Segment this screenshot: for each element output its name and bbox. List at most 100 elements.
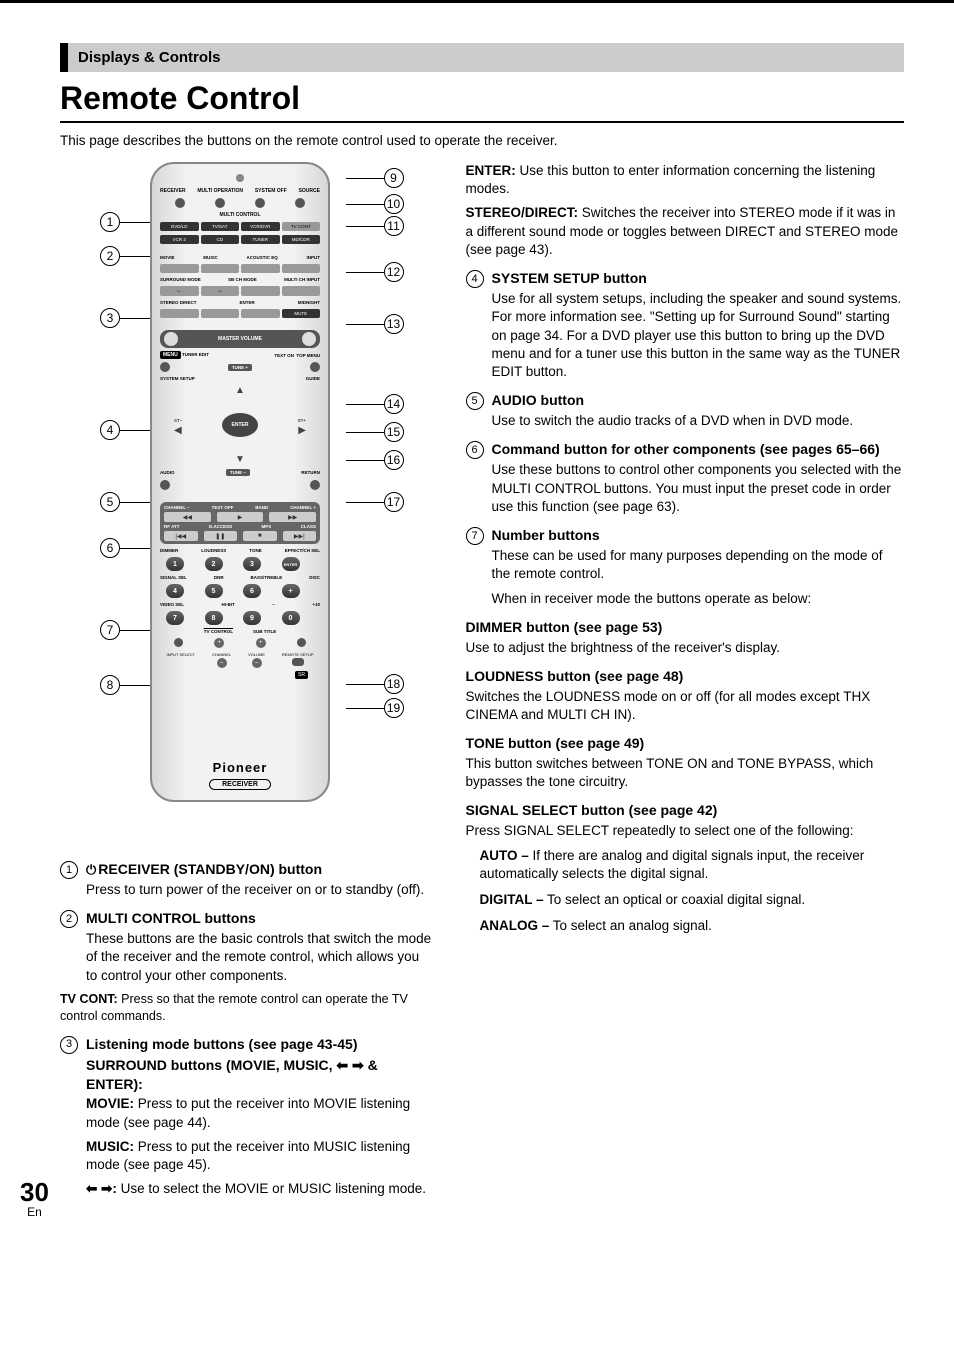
callout-16: 16	[346, 450, 404, 470]
left-description-list: 1RECEIVER (STANDBY/ON) buttonPress to tu…	[60, 860, 434, 1199]
tv-control-row: + +	[160, 638, 320, 648]
label-subtitle: SUB TITLE	[253, 629, 276, 634]
sub-heading: SURROUND buttons (MOVIE, MUSIC, ⬅ ➡ & EN…	[86, 1056, 434, 1094]
desc-item-4: 4SYSTEM SETUP buttonUse for all system s…	[466, 269, 904, 381]
remote-diagram: 12345678 910111213141516171819 RECEIVER …	[60, 162, 434, 842]
desc-item-3: 3Listening mode buttons (see page 43-45)…	[60, 1035, 434, 1199]
desc-item-1: 1RECEIVER (STANDBY/ON) buttonPress to tu…	[60, 860, 434, 899]
manual-page: Displays & Controls Remote Control This …	[0, 0, 954, 1249]
btn-tvcont: TV CONT	[282, 222, 321, 231]
label-multicontrol: MULTI CONTROL	[219, 212, 260, 218]
callout-13: 13	[346, 314, 404, 334]
paragraph: Use to adjust the brightness of the rece…	[466, 639, 904, 657]
sub-section: DIMMER button (see page 53) Use to adjust…	[466, 618, 904, 657]
callout-9: 9	[346, 168, 404, 188]
paragraph: This button switches between TONE ON and…	[466, 755, 904, 791]
paragraph: Use these buttons to control other compo…	[492, 461, 904, 516]
callout-17: 17	[346, 492, 404, 512]
label-midnight: MIDNIGHT	[298, 300, 320, 305]
intro-text: This page describes the buttons on the r…	[60, 133, 904, 148]
callout-15: 15	[346, 422, 404, 442]
label-enter: ENTER	[240, 300, 255, 305]
item-title: RECEIVER (STANDBY/ON) button	[86, 860, 322, 879]
btn-dvdld: DVD/LD	[160, 222, 199, 231]
btn-mdcdr: MD/CDR	[282, 235, 321, 244]
transport-block: CHANNEL – TEXT OFF BAND CHANNEL + ◀◀▶▶▶ …	[160, 502, 320, 544]
btn-mute: MUTE	[282, 309, 321, 318]
label-sbch: SB CH MODE	[228, 277, 257, 282]
paragraph: Switches the LOUDNESS mode on or off (fo…	[466, 688, 904, 724]
desc-item-6: 6Command button for other components (se…	[466, 440, 904, 516]
item-title: MULTI CONTROL buttons	[86, 909, 256, 928]
item-title: SYSTEM SETUP button	[492, 269, 647, 288]
content-columns: 12345678 910111213141516171819 RECEIVER …	[60, 162, 904, 1209]
paragraph: MUSIC: Press to put the receiver into MU…	[86, 1138, 434, 1174]
paragraph: These can be used for many purposes depe…	[492, 547, 904, 583]
page-title: Remote Control	[60, 80, 904, 117]
label-input: INPUT	[306, 255, 320, 260]
item-title: Command button for other components (see…	[492, 440, 880, 459]
item-title: Listening mode buttons (see page 43-45)	[86, 1035, 358, 1054]
paragraph: Press to turn power of the receiver on o…	[86, 881, 434, 899]
paragraph: Use for all system setups, including the…	[492, 290, 904, 381]
remote-receiver-label: RECEIVER	[209, 779, 271, 790]
paragraph: Press SIGNAL SELECT repeatedly to select…	[466, 822, 904, 840]
callout-10: 10	[346, 194, 404, 214]
label-receiver: RECEIVER	[160, 188, 186, 194]
sub-heading: LOUDNESS button (see page 48)	[466, 667, 904, 686]
callout-19: 19	[346, 698, 404, 718]
btn-vcr2: VCR 2	[160, 235, 199, 244]
callout-18: 18	[346, 674, 404, 694]
label-movie: MOVIE	[160, 255, 175, 260]
page-number: 30 En	[20, 1179, 49, 1219]
remote-illustration: RECEIVER MULTI OPERATION SYSTEM OFF SOUR…	[150, 162, 330, 802]
nav-pad: ▲ ▼ ST–◀ ST+▶ ENTER	[160, 385, 320, 465]
label-sysoff: SYSTEM OFF	[255, 188, 287, 194]
label-surround: SURROUND MODE	[160, 277, 201, 282]
master-volume: MASTER VOLUME	[160, 330, 320, 348]
section-header: Displays & Controls	[60, 43, 904, 72]
btn-tvsat: TV/SAT	[201, 222, 240, 231]
number-pad: 123ENTER	[160, 557, 320, 571]
callout-11: 11	[346, 216, 404, 236]
left-column: 12345678 910111213141516171819 RECEIVER …	[60, 162, 434, 1209]
label-multich: MULTI CH INPUT	[284, 277, 320, 282]
paragraph: MOVIE: Press to put the receiver into MO…	[86, 1095, 434, 1131]
callout-12: 12	[346, 262, 404, 282]
label-multi-op: MULTI OPERATION	[197, 188, 243, 194]
btn-tuner: TUNER	[241, 235, 280, 244]
label-tvcontrol: TV CONTROL	[204, 629, 233, 634]
sub-section: SIGNAL SELECT button (see page 42) Press …	[466, 801, 904, 935]
sub-heading: SIGNAL SELECT button (see page 42)	[466, 801, 904, 820]
right-description-list: ENTER: Use this button to enter informat…	[466, 162, 904, 1209]
paragraph: ⬅ ➡: Use to select the MOVIE or MUSIC li…	[86, 1180, 434, 1198]
desc-item-5: 5AUDIO buttonUse to switch the audio tra…	[466, 391, 904, 430]
continuation: ENTER: Use this button to enter informat…	[466, 162, 904, 259]
paragraph: When in receiver mode the buttons operat…	[492, 590, 904, 608]
brand-logo: Pioneer	[213, 760, 268, 775]
power-icon	[86, 861, 98, 877]
item-title: Number buttons	[492, 526, 600, 545]
callout-14: 14	[346, 394, 404, 414]
sub-section: LOUDNESS button (see page 48) Switches th…	[466, 667, 904, 724]
label-music: MUSIC	[203, 255, 218, 260]
item-title: AUDIO button	[492, 391, 585, 410]
sub-section: TONE button (see page 49) This button swi…	[466, 734, 904, 791]
label-stereo: STEREO DIRECT	[160, 300, 197, 305]
label-eq: ACOUSTIC EQ	[246, 255, 277, 260]
label-source: SOURCE	[299, 188, 320, 194]
paragraph: ANALOG – To select an analog signal.	[480, 917, 904, 935]
paragraph: DIGITAL – To select an optical or coaxia…	[480, 891, 904, 909]
paragraph: TV CONT: Press so that the remote contro…	[60, 991, 434, 1025]
paragraph: Use to switch the audio tracks of a DVD …	[492, 412, 904, 430]
desc-item-7: 7Number buttonsThese can be used for man…	[466, 526, 904, 608]
paragraph: STEREO/DIRECT: Switches the receiver int…	[466, 204, 904, 259]
sub-heading: DIMMER button (see page 53)	[466, 618, 904, 637]
paragraph: ENTER: Use this button to enter informat…	[466, 162, 904, 198]
sub-heading: TONE button (see page 49)	[466, 734, 904, 753]
desc-item-2: 2MULTI CONTROL buttonsThese buttons are …	[60, 909, 434, 1024]
title-rule	[60, 121, 904, 123]
btn-vcrdvr: VCR/DVR	[241, 222, 280, 231]
btn-cd: CD	[201, 235, 240, 244]
paragraph: AUTO – If there are analog and digital s…	[480, 847, 904, 883]
